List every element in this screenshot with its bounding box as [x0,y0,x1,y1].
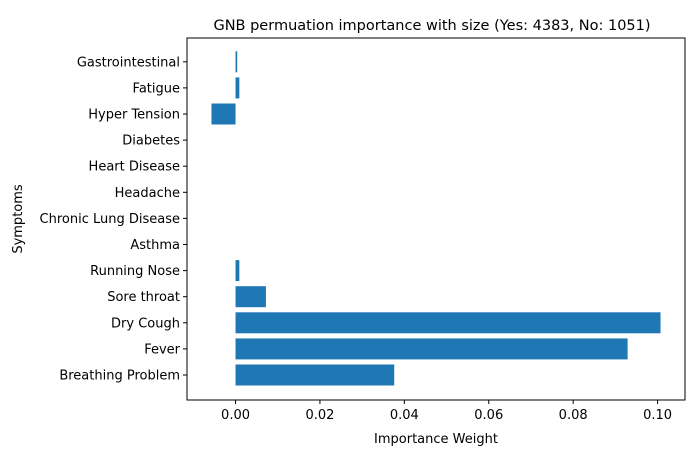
bars-layer [211,51,661,386]
x-tick-label: 0.02 [305,408,334,423]
y-tick-label: Gastrointestinal [77,55,180,70]
y-tick-layer: Breathing Problem Fever Dry Cough Sore thro… [40,55,187,384]
y-tick-label: Diabetes [122,134,180,149]
y-tick-label: Chronic Lung Disease [40,212,180,227]
y-axis-label: Symptoms [11,184,26,254]
x-axis-label: Importance Weight [374,432,498,447]
bar [235,364,395,386]
y-tick-label: Breathing Problem [59,369,180,384]
x-tick-label: 0.06 [474,408,503,423]
bar [235,312,661,334]
bar [235,77,240,99]
bar [235,338,628,360]
bar [235,260,240,282]
y-tick-label: Fever [144,342,180,357]
y-tick-label: Running Nose [90,264,180,279]
y-tick-label: Fatigue [133,81,180,96]
x-tick-label: 0.08 [559,408,588,423]
bar [211,103,236,125]
y-tick-label: Hyper Tension [88,108,180,123]
x-tick-label: 0.00 [221,408,250,423]
bar [235,286,266,308]
chart-title: GNB permuation importance with size (Yes… [213,18,650,34]
y-tick-label: Sore throat [107,290,180,305]
y-tick-label: Headache [115,186,180,201]
y-tick-label: Asthma [130,238,180,253]
x-tick-label: 0.10 [643,408,672,423]
x-tick-label: 0.04 [390,408,419,423]
x-tick-layer: 0.00 0.02 0.04 0.06 0.08 0.10 [221,400,672,423]
y-tick-label: Dry Cough [111,316,180,331]
bar [235,51,238,73]
plot-frame [186,37,686,401]
y-tick-label: Heart Disease [89,160,180,175]
